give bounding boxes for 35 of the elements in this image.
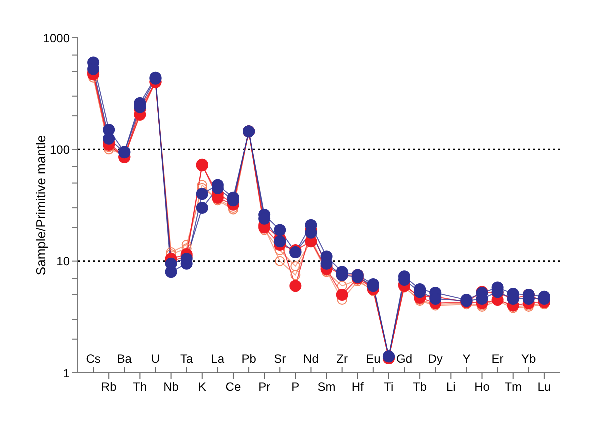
x-tick-label: Eu	[366, 352, 381, 366]
x-tick-label: Gd	[396, 352, 413, 366]
x-tick-label: Th	[133, 380, 148, 394]
x-tick-label: Er	[492, 352, 504, 366]
x-tick-label: Ba	[117, 352, 132, 366]
x-tick-label: Dy	[428, 352, 443, 366]
x-tick-label: U	[151, 352, 160, 366]
x-tick-label: Li	[446, 380, 456, 394]
x-tick-label: Nd	[304, 352, 319, 366]
x-tick-label: Lu	[538, 380, 552, 394]
y-tick-label: 1000	[43, 31, 70, 46]
x-tick-label: P	[292, 380, 300, 394]
y-tick-label: 1	[63, 366, 70, 380]
x-tick-label: Zr	[336, 352, 348, 366]
y-tick-label: 100	[50, 142, 70, 157]
x-tick-label: Ta	[180, 352, 194, 366]
x-tick-label: Rb	[101, 380, 118, 394]
x-tick-label: Cs	[86, 352, 101, 366]
x-tick-label: Tb	[413, 380, 428, 394]
x-tick-label: K	[198, 380, 206, 394]
x-tick-label: Yb	[522, 352, 537, 366]
x-tick-label: Pr	[258, 380, 271, 394]
x-tick-label: Ti	[384, 380, 394, 394]
x-tick-label: Hf	[352, 380, 365, 394]
x-tick-label: Tm	[504, 380, 522, 394]
x-tick-label: Ho	[474, 380, 490, 394]
x-tick-label: Sr	[274, 352, 286, 366]
y-tick-label: 10	[56, 254, 70, 269]
x-tick-label: La	[211, 352, 225, 366]
x-tick-label: Pb	[242, 352, 257, 366]
x-tick-label: Nb	[164, 380, 180, 394]
x-tick-label: Sm	[318, 380, 336, 394]
x-tick-label: Ce	[226, 380, 242, 394]
y-axis-title: Sample/Primitive mantle	[34, 135, 49, 276]
x-tick-label: Y	[462, 352, 471, 366]
